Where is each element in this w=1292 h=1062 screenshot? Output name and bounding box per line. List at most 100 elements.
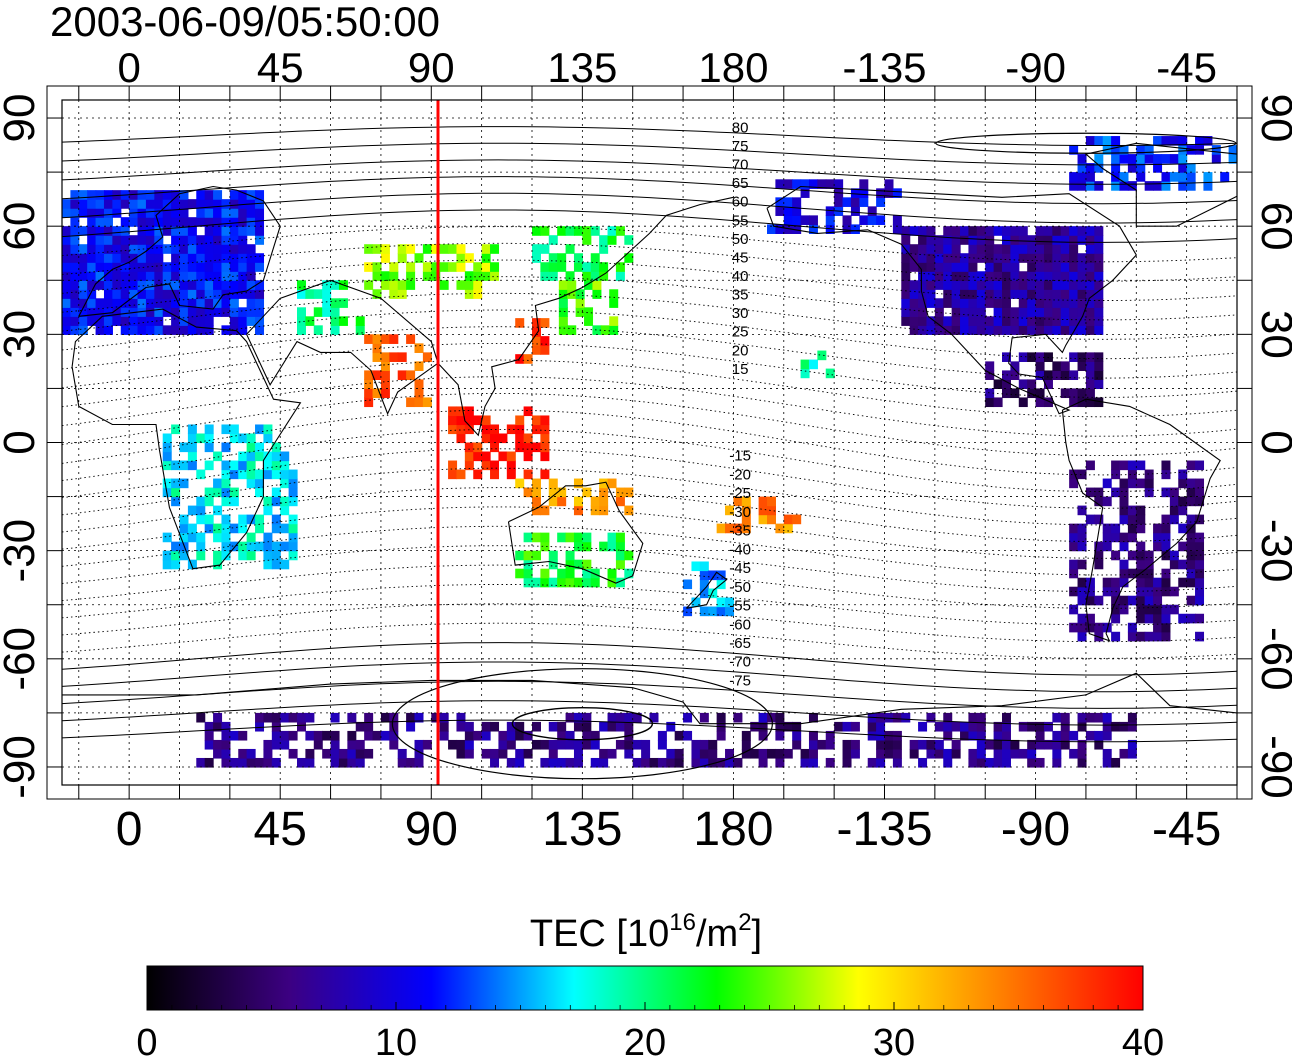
tec-cell (380, 388, 390, 399)
tec-cell (1161, 469, 1171, 480)
tec-cell (808, 748, 818, 759)
tec-cell (380, 280, 390, 290)
tec-cell (1085, 262, 1095, 272)
tec-cell (1027, 235, 1037, 245)
tec-cell (78, 226, 88, 236)
tec-cell (221, 460, 231, 471)
tec-cell (204, 730, 214, 741)
tec-cell (1077, 154, 1087, 164)
tec-cell (615, 532, 625, 543)
tec-cell (179, 190, 189, 200)
tec-cell (909, 244, 919, 254)
tec-cell (1144, 469, 1154, 480)
tec-cell (196, 469, 206, 480)
tec-cell (506, 469, 516, 480)
tec-cell (548, 253, 558, 263)
tec-cell (481, 262, 491, 272)
tec-cell (187, 253, 197, 263)
tec-cell (120, 217, 130, 227)
tec-cell (993, 298, 1003, 308)
tec-cell (145, 199, 155, 209)
tec-cell (204, 226, 214, 236)
tec-cell (380, 271, 390, 281)
tec-cell (372, 730, 382, 741)
tec-cell (1010, 307, 1020, 317)
tec-cell (305, 712, 315, 723)
tec-cell (87, 235, 97, 245)
tec-cell (490, 244, 500, 254)
tec-cell (918, 262, 928, 272)
tec-cell (1144, 577, 1154, 588)
tec-cell (506, 451, 516, 462)
top-lon-tick-label: 180 (698, 44, 768, 91)
tec-cell (70, 226, 80, 236)
tec-cell (490, 721, 500, 732)
tec-cell (926, 739, 936, 750)
magnetic-latitude-contour (62, 428, 1237, 493)
tec-cell (422, 271, 432, 281)
tec-cell (548, 559, 558, 570)
tec-cell (1127, 748, 1137, 759)
tec-cell (280, 496, 290, 507)
tec-cell (1018, 721, 1028, 732)
tec-cell (204, 757, 214, 768)
tec-cell (960, 235, 970, 245)
tec-cell (624, 487, 634, 498)
tec-cell (1195, 559, 1205, 570)
tec-cell (456, 280, 466, 290)
tec-cell (1035, 361, 1045, 371)
tec-cell (624, 748, 634, 759)
tec-cell (120, 244, 130, 254)
tec-cell (263, 496, 273, 507)
tec-cell (1018, 748, 1028, 759)
tec-cell (238, 271, 248, 281)
tec-cell (918, 280, 928, 290)
tec-cell (615, 712, 625, 723)
tec-cell (1052, 307, 1062, 317)
tec-cell (1119, 595, 1129, 606)
right-lat-tick-label: 90 (1252, 94, 1292, 143)
tec-cell (1094, 361, 1104, 371)
tec-cell (909, 748, 919, 759)
magnetic-latitude-contour (62, 661, 1237, 693)
tec-cell (548, 235, 558, 245)
tec-cell (481, 271, 491, 281)
tec-cell (515, 433, 525, 444)
tec-cell (590, 496, 600, 507)
tec-cell (103, 208, 113, 218)
tec-cell (481, 415, 491, 426)
tec-cell (154, 271, 164, 281)
tec-cell (573, 748, 583, 759)
tec-cell (221, 487, 231, 498)
tec-cell (1077, 262, 1087, 272)
tec-cell (532, 327, 541, 337)
tec-cell (800, 359, 810, 370)
tec-cell (1136, 631, 1146, 642)
tec-cell (213, 505, 223, 516)
tec-cell (1002, 730, 1011, 741)
tec-cell (473, 262, 483, 272)
contour-label: 35 (732, 287, 749, 304)
magnetic-latitude-contour (62, 467, 1237, 526)
tec-cell (196, 289, 206, 299)
tec-cell (330, 757, 340, 768)
tec-cell (1127, 568, 1137, 579)
tec-cell (179, 550, 189, 561)
tec-cell (565, 712, 575, 723)
tec-cell (355, 739, 365, 750)
tec-cell (1077, 280, 1087, 290)
tec-cell (575, 298, 585, 308)
tec-cell (196, 244, 206, 254)
tec-cell (993, 226, 1003, 236)
tec-cell (246, 532, 256, 543)
top-lon-tick-label: 45 (257, 44, 304, 91)
tec-cell (607, 568, 617, 579)
tec-cell (548, 739, 558, 750)
tec-cell (238, 451, 248, 462)
tec-cell (523, 442, 533, 453)
tec-cell (70, 190, 80, 200)
tec-cell (422, 244, 432, 254)
tec-cell (271, 559, 281, 570)
bottom-lon-tick-label: 45 (254, 803, 307, 856)
tec-cell (120, 235, 130, 245)
